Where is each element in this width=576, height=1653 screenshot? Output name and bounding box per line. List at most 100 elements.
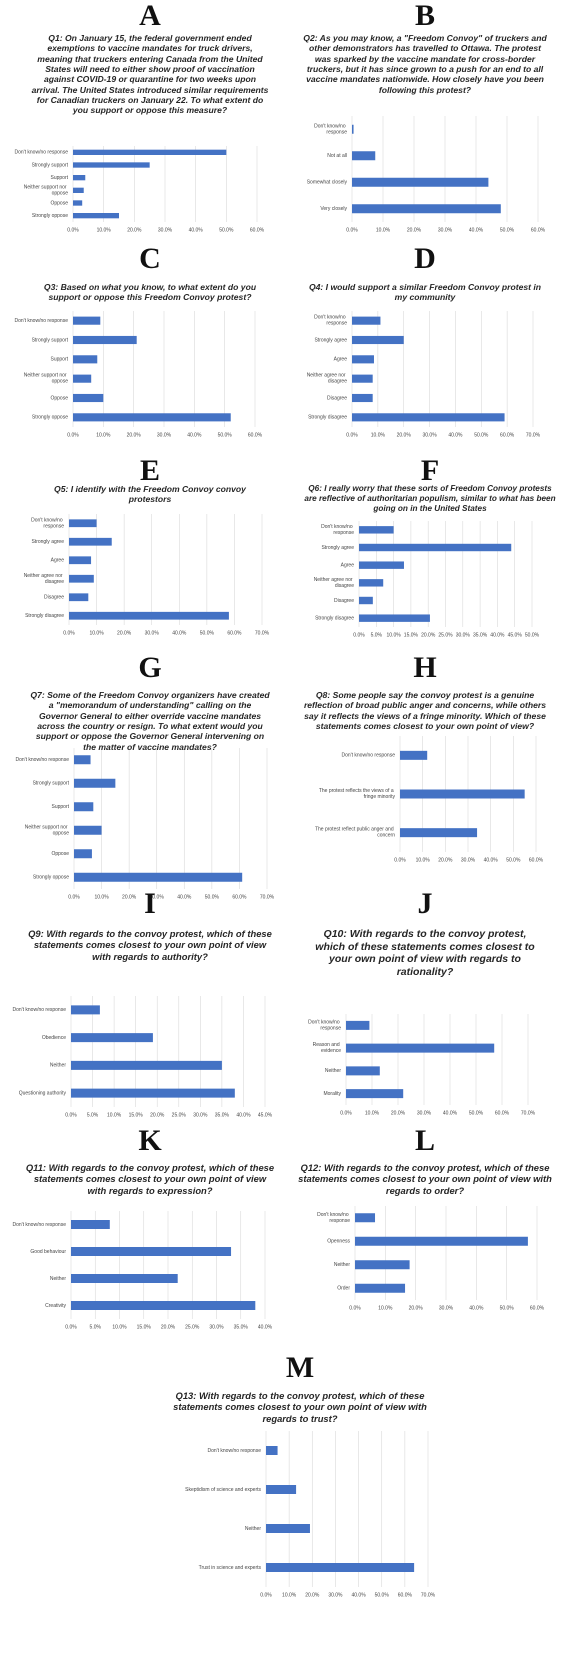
x-tick-label: 5.0% [90, 1324, 102, 1330]
x-tick-label: 10.0% [96, 432, 111, 438]
question-title: Q7: Some of the Freedom Convoy organizer… [30, 690, 270, 752]
panel-label: M [285, 1351, 315, 1384]
bar [352, 393, 373, 403]
bar [359, 596, 373, 605]
panel-label: E [139, 454, 160, 487]
category-label: Neither agree nor disagree [314, 577, 355, 589]
x-tick-label: 15.0% [404, 632, 419, 638]
x-tick-label: 10.0% [282, 1592, 297, 1598]
x-tick-label: 0.0% [63, 630, 75, 636]
x-tick-label: 0.0% [65, 1324, 77, 1330]
category-label: Strongly agree [31, 539, 64, 545]
bar [74, 872, 243, 882]
category-label: Trust in science and experts [199, 1565, 262, 1571]
bar [346, 1020, 370, 1030]
x-tick-label: 15.0% [129, 1112, 144, 1118]
x-tick-label: 50.0% [469, 1110, 484, 1116]
category-label: Strongly disagree [308, 415, 347, 421]
category-label: Neither support nor oppose [24, 185, 68, 197]
panel-label: A [139, 0, 161, 32]
bar [73, 213, 119, 219]
question-title: Q5: I identify with the Freedom Convoy c… [54, 484, 246, 505]
bar [73, 355, 98, 364]
question-title: Q1: On January 15, the federal governmen… [31, 33, 269, 116]
x-tick-label: 15.0% [137, 1324, 152, 1330]
bar [355, 1236, 528, 1246]
category-label: Strongly oppose [33, 875, 69, 881]
x-tick-label: 60.0% [248, 432, 263, 438]
category-label: Don't know/no response [321, 524, 354, 536]
x-tick-label: 60.0% [232, 894, 247, 900]
category-label: Openness [327, 1239, 350, 1245]
x-tick-label: 50.0% [500, 227, 515, 233]
x-tick-label: 40.0% [443, 1110, 458, 1116]
bar [359, 561, 404, 569]
bar [74, 802, 94, 812]
bar [352, 374, 373, 383]
question-title: Q8: Some people say the convoy protest i… [303, 690, 547, 731]
x-tick-label: 40.0% [484, 857, 499, 863]
category-label: Don't know/no response [342, 753, 396, 759]
x-tick-label: 30.0% [439, 1305, 454, 1311]
x-tick-label: 20.0% [122, 894, 137, 900]
x-tick-label: 70.0% [260, 894, 275, 900]
x-tick-label: 30.0% [438, 227, 453, 233]
bar [352, 177, 489, 187]
bar [400, 828, 478, 838]
category-label: Support [51, 804, 69, 810]
bar [71, 1247, 232, 1256]
question-title: Q11: With regards to the convoy protest,… [25, 1162, 275, 1196]
x-tick-label: 40.0% [469, 1305, 484, 1311]
category-label: Agree [51, 558, 65, 564]
x-tick-label: 0.0% [65, 1112, 77, 1118]
question-title: Q9: With regards to the convoy protest, … [28, 928, 272, 962]
bar [266, 1563, 415, 1572]
x-tick-label: 0.0% [346, 227, 358, 233]
bar [346, 1089, 404, 1099]
x-tick-label: 30.0% [150, 894, 165, 900]
bar [352, 124, 354, 134]
bar [71, 1220, 110, 1229]
x-tick-label: 10.0% [112, 1324, 127, 1330]
question-title: Q12: With regards to the convoy protest,… [298, 1162, 552, 1196]
x-tick-label: 10.0% [378, 1305, 393, 1311]
category-label: Support [50, 357, 68, 363]
x-tick-label: 0.0% [349, 1305, 361, 1311]
bar [74, 755, 91, 765]
x-tick-label: 20.0% [117, 630, 132, 636]
category-label: Neither [325, 1068, 341, 1074]
category-label: Neither [334, 1262, 350, 1268]
bar [352, 355, 374, 364]
category-label: Neither [50, 1063, 66, 1069]
panel-label: L [414, 1124, 435, 1157]
x-tick-label: 20.0% [161, 1324, 176, 1330]
bar [73, 413, 231, 422]
x-tick-label: 40.0% [172, 630, 187, 636]
x-tick-label: 45.0% [258, 1112, 273, 1118]
panel-label: I [144, 887, 156, 920]
x-tick-label: 30.0% [328, 1592, 343, 1598]
x-tick-label: 25.0% [172, 1112, 187, 1118]
category-label: Oppose [51, 851, 69, 857]
x-tick-label: 60.0% [398, 1592, 413, 1598]
x-tick-label: 25.0% [185, 1324, 200, 1330]
x-tick-label: 50.0% [219, 227, 234, 233]
question-title: Q10: With regards to the convoy protest,… [315, 928, 535, 978]
question-title: Q13: With regards to the convoy protest,… [173, 1390, 427, 1424]
bar [71, 1060, 222, 1070]
x-tick-label: 60.0% [531, 227, 546, 233]
x-tick-label: 50.0% [205, 894, 220, 900]
category-label: Don't know/no response [314, 124, 347, 136]
x-tick-label: 30.0% [417, 1110, 432, 1116]
x-tick-label: 60.0% [529, 857, 544, 863]
x-tick-label: 35.0% [215, 1112, 230, 1118]
x-tick-label: 20.0% [407, 227, 422, 233]
category-label: Disagree [334, 598, 354, 604]
question-title: Q3: Based on what you know, to what exte… [43, 282, 257, 303]
category-label: Neither agree nor disagree [307, 373, 348, 385]
x-tick-label: 0.0% [260, 1592, 272, 1598]
bar [355, 1260, 410, 1270]
question-title: Q4: I would support a similar Freedom Co… [308, 282, 542, 303]
